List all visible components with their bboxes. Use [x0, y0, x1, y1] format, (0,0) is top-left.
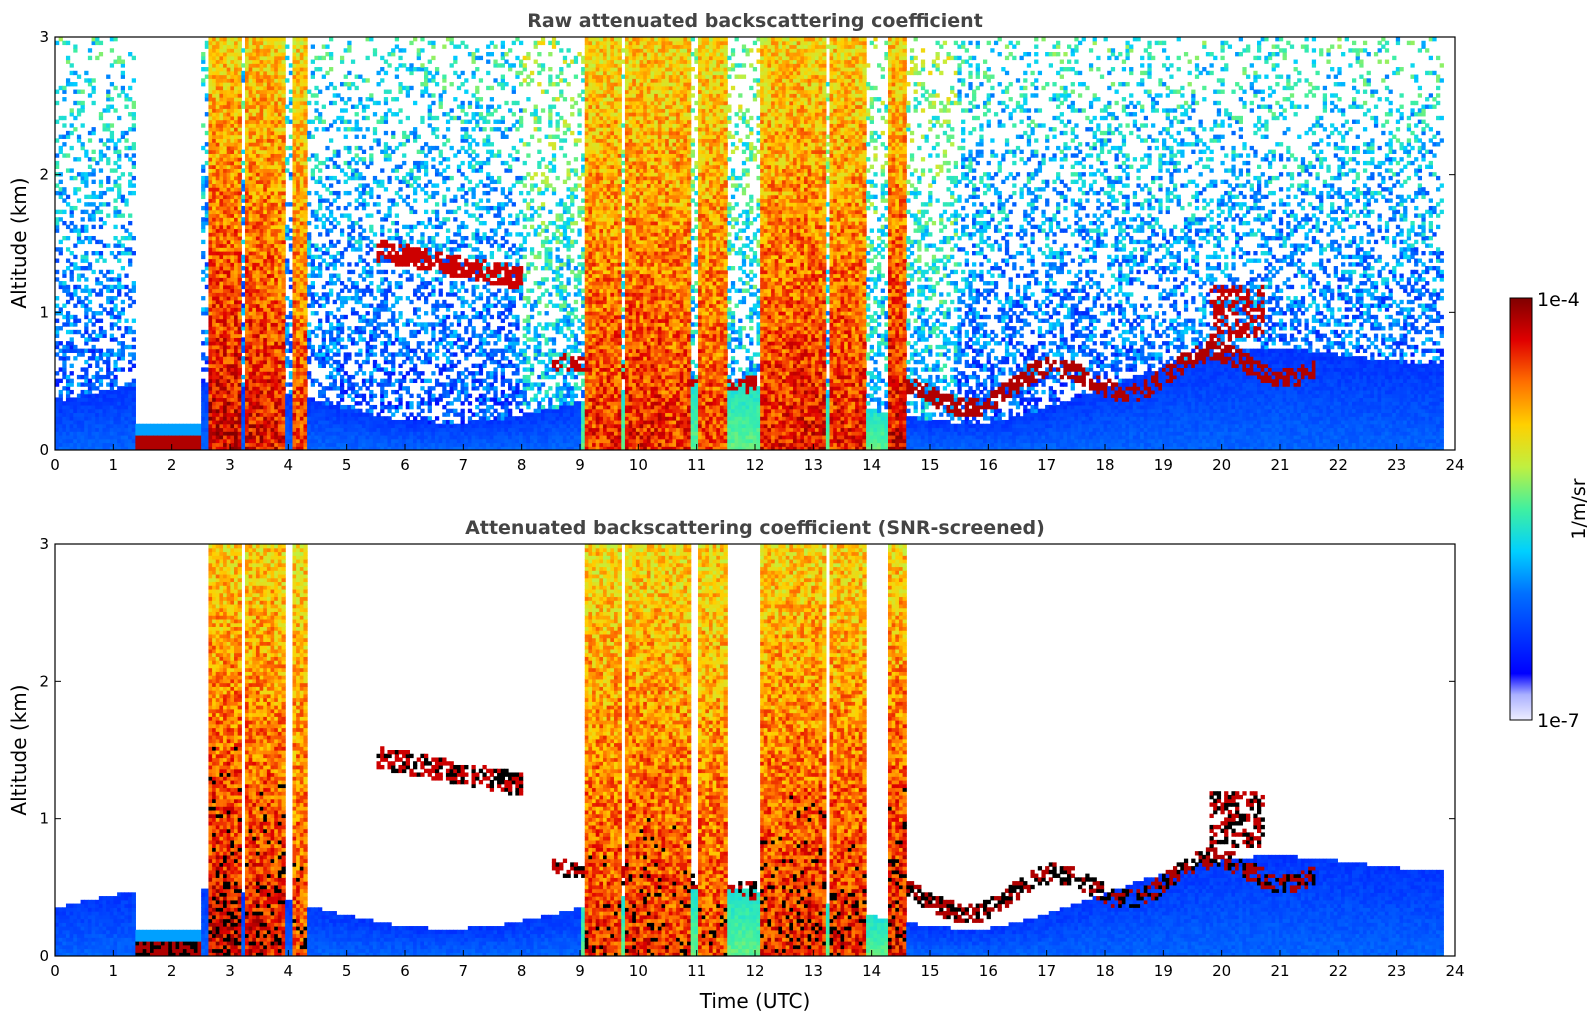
y-tick-label: 2: [39, 166, 49, 184]
x-tick-label: 6: [400, 456, 410, 474]
colorbar-max-label: 1e-4: [1537, 289, 1580, 311]
x-tick-label: 2: [167, 962, 177, 980]
y-tick-label: 2: [39, 672, 49, 690]
x-tick-label: 19: [1154, 962, 1173, 980]
x-tick-label: 14: [862, 456, 881, 474]
panel-screened-xlabel: Time (UTC): [699, 989, 811, 1013]
panel-screened-title: Attenuated backscattering coefficient (S…: [465, 517, 1045, 539]
x-tick-label: 18: [1095, 962, 1114, 980]
panel-raw: Raw attenuated backscattering coefficien…: [7, 10, 1465, 474]
x-tick-label: 9: [575, 962, 585, 980]
colorbar-unit-label: 1/m/sr: [1568, 478, 1590, 539]
panel-raw-heatmap: [55, 37, 1444, 451]
x-tick-label: 21: [1270, 456, 1289, 474]
x-tick-label: 23: [1387, 456, 1406, 474]
x-tick-label: 17: [1037, 456, 1056, 474]
x-tick-label: 3: [225, 962, 235, 980]
x-tick-label: 3: [225, 456, 235, 474]
x-tick-label: 9: [575, 456, 585, 474]
x-tick-label: 10: [629, 962, 648, 980]
x-tick-label: 7: [459, 962, 469, 980]
y-tick-label: 3: [39, 28, 49, 46]
x-tick-label: 13: [804, 962, 823, 980]
y-tick-label: 3: [39, 535, 49, 553]
y-tick-label: 1: [39, 303, 49, 321]
x-tick-label: 18: [1095, 456, 1114, 474]
x-tick-label: 14: [862, 962, 881, 980]
colorbar-min-label: 1e-7: [1537, 710, 1580, 732]
y-tick-label: 1: [39, 810, 49, 828]
x-tick-label: 22: [1329, 456, 1348, 474]
panel-screened: Attenuated backscattering coefficient (S…: [7, 517, 1465, 1013]
x-tick-label: 12: [745, 456, 764, 474]
x-tick-label: 11: [687, 456, 706, 474]
x-tick-label: 2: [167, 456, 177, 474]
y-tick-label: 0: [39, 441, 49, 459]
x-tick-label: 15: [920, 456, 939, 474]
x-tick-label: 17: [1037, 962, 1056, 980]
x-tick-label: 24: [1445, 456, 1464, 474]
panel-raw-ylabel: Altitude (km): [7, 177, 31, 308]
x-tick-label: 5: [342, 962, 352, 980]
x-tick-label: 13: [804, 456, 823, 474]
x-tick-label: 24: [1445, 962, 1464, 980]
x-tick-label: 12: [745, 962, 764, 980]
x-tick-label: 23: [1387, 962, 1406, 980]
x-tick-label: 1: [109, 962, 119, 980]
x-tick-label: 5: [342, 456, 352, 474]
x-tick-label: 16: [979, 962, 998, 980]
x-tick-label: 20: [1212, 456, 1231, 474]
x-tick-label: 0: [50, 962, 60, 980]
x-tick-label: 6: [400, 962, 410, 980]
x-tick-label: 8: [517, 456, 527, 474]
x-tick-label: 4: [284, 456, 294, 474]
panel-screened-heatmap: [55, 544, 1444, 957]
x-tick-label: 22: [1329, 962, 1348, 980]
x-tick-label: 4: [284, 962, 294, 980]
y-tick-label: 0: [39, 947, 49, 965]
colorbar-gradient: [1510, 298, 1532, 720]
x-tick-label: 0: [50, 456, 60, 474]
x-tick-label: 1: [109, 456, 119, 474]
colorbar: 1e-4 1e-7 1/m/sr: [1510, 289, 1590, 732]
x-tick-label: 7: [459, 456, 469, 474]
x-tick-label: 20: [1212, 962, 1231, 980]
x-tick-label: 21: [1270, 962, 1289, 980]
x-tick-label: 10: [629, 456, 648, 474]
x-tick-label: 11: [687, 962, 706, 980]
panel-raw-title: Raw attenuated backscattering coefficien…: [527, 10, 983, 32]
x-tick-label: 16: [979, 456, 998, 474]
panel-screened-ylabel: Altitude (km): [7, 684, 31, 815]
x-tick-label: 15: [920, 962, 939, 980]
x-tick-label: 8: [517, 962, 527, 980]
x-tick-label: 19: [1154, 456, 1173, 474]
